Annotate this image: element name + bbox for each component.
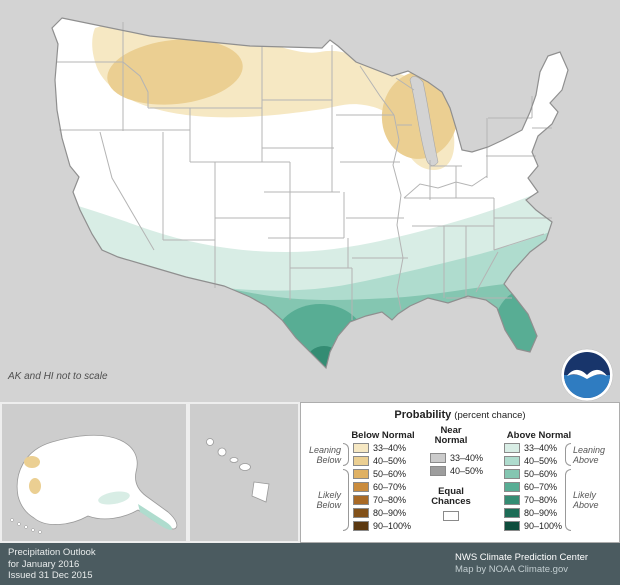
likely-above-label: Likely Above <box>563 469 611 531</box>
legend-row-label: 70–80% <box>524 495 558 505</box>
legend-row: 40–50% <box>353 456 411 466</box>
alaska-map <box>10 434 178 534</box>
legend-row-label: 40–50% <box>524 456 558 466</box>
above-normal-swatches: 33–40% 40–50% 50–60% 60–70% 70–80% 80–90… <box>504 443 562 531</box>
legend-row-label: 80–90% <box>524 508 558 518</box>
above-normal-header: Above Normal <box>506 430 572 441</box>
legend-row: 80–90% <box>504 508 562 518</box>
color-swatch <box>504 508 520 518</box>
legend-row-label: 50–60% <box>524 469 558 479</box>
hawaiian-islands <box>206 438 270 503</box>
likely-below-label: Likely Below <box>303 469 351 531</box>
color-swatch <box>430 466 446 476</box>
legend-row-label: 80–90% <box>373 508 407 518</box>
below-normal-header: Below Normal <box>351 430 415 441</box>
footer-bar: Precipitation Outlook for January 2016 I… <box>0 543 620 585</box>
alaska-below-normal-west-2 <box>29 478 41 494</box>
color-swatch <box>353 495 369 505</box>
lake-michigan <box>409 76 439 166</box>
bracket-icon <box>343 469 349 531</box>
color-swatch <box>353 508 369 518</box>
legend-row-label: 60–70% <box>373 482 407 492</box>
legend-row-label: 40–50% <box>373 456 407 466</box>
conus-map <box>51 17 569 370</box>
legend-row: 90–100% <box>504 521 562 531</box>
legend-row: 50–60% <box>504 469 562 479</box>
near-normal-header: Near Normal <box>434 425 468 446</box>
color-swatch <box>353 456 369 466</box>
color-swatch <box>504 456 520 466</box>
legend-row: 40–50% <box>504 456 562 466</box>
color-swatch <box>430 453 446 463</box>
near-normal-swatches: 33–40% 40–50% <box>430 453 483 476</box>
color-swatch <box>353 469 369 479</box>
noaa-logo-sea <box>564 375 610 398</box>
hawaii-map <box>206 438 270 503</box>
legend-row: 40–50% <box>430 466 483 476</box>
legend-row: 90–100% <box>353 521 411 531</box>
alaska-above-normal-panhandle <box>138 504 173 530</box>
leaning-below-label: Leaning Below <box>303 443 351 466</box>
aleutian-islands <box>10 518 42 534</box>
legend-row: 50–60% <box>353 469 411 479</box>
color-swatch <box>504 443 520 453</box>
legend-row: 33–40% <box>430 453 483 463</box>
outlook-caption: Precipitation Outlook for January 2016 I… <box>8 547 96 581</box>
alaska-below-normal-west-1 <box>24 456 40 468</box>
legend-row: 60–70% <box>504 482 562 492</box>
legend-row: 70–80% <box>504 495 562 505</box>
color-swatch <box>353 521 369 531</box>
noaa-logo-gull-icon <box>567 369 607 379</box>
alaska-inset <box>0 402 188 543</box>
legend-row-label: 90–100% <box>373 521 412 531</box>
legend-row: 80–90% <box>353 508 411 518</box>
color-swatch <box>504 521 520 531</box>
equal-chances-swatch <box>443 511 459 521</box>
leaning-above-label: Leaning Above <box>563 443 611 466</box>
legend-row: 60–70% <box>353 482 411 492</box>
below-normal-swatches: 33–40% 40–50% 50–60% 60–70% 70–80% 80–90… <box>353 443 411 531</box>
legend-row-label: 40–50% <box>450 466 484 476</box>
bracket-icon <box>565 443 571 466</box>
legend-row-label: 90–100% <box>524 521 563 531</box>
scale-note: AK and HI not to scale <box>8 371 108 382</box>
alaska-above-normal-southcoast <box>98 491 130 505</box>
color-swatch <box>353 482 369 492</box>
legend-row-label: 33–40% <box>373 443 407 453</box>
legend-title-sub: (percent chance) <box>454 410 526 421</box>
bracket-icon <box>565 469 571 531</box>
legend-title: Probability (percent chance) <box>301 409 619 421</box>
bracket-icon <box>343 443 349 466</box>
color-swatch <box>504 495 520 505</box>
credit-caption: NWS Climate Prediction Center Map by NOA… <box>455 552 589 575</box>
color-swatch <box>504 482 520 492</box>
legend-row-label: 60–70% <box>524 482 558 492</box>
legend-row-label: 50–60% <box>373 469 407 479</box>
legend-row-label: 33–40% <box>450 453 484 463</box>
legend-row: 33–40% <box>504 443 562 453</box>
color-swatch <box>353 443 369 453</box>
alaska-landmass <box>16 434 178 530</box>
legend-row: 33–40% <box>353 443 411 453</box>
equal-chances-label: Equal Chances <box>431 486 471 507</box>
legend-row-label: 33–40% <box>524 443 558 453</box>
below-normal-region-40-50-montana <box>107 39 243 105</box>
hawaii-inset <box>188 402 300 543</box>
noaa-logo <box>560 348 614 402</box>
legend-row-label: 70–80% <box>373 495 407 505</box>
legend-row: 70–80% <box>353 495 411 505</box>
legend-panel: Probability (percent chance) Below Norma… <box>300 402 620 543</box>
color-swatch <box>504 469 520 479</box>
legend-title-main: Probability <box>394 409 452 421</box>
us-outline <box>51 17 569 370</box>
state-boundaries <box>57 22 552 320</box>
